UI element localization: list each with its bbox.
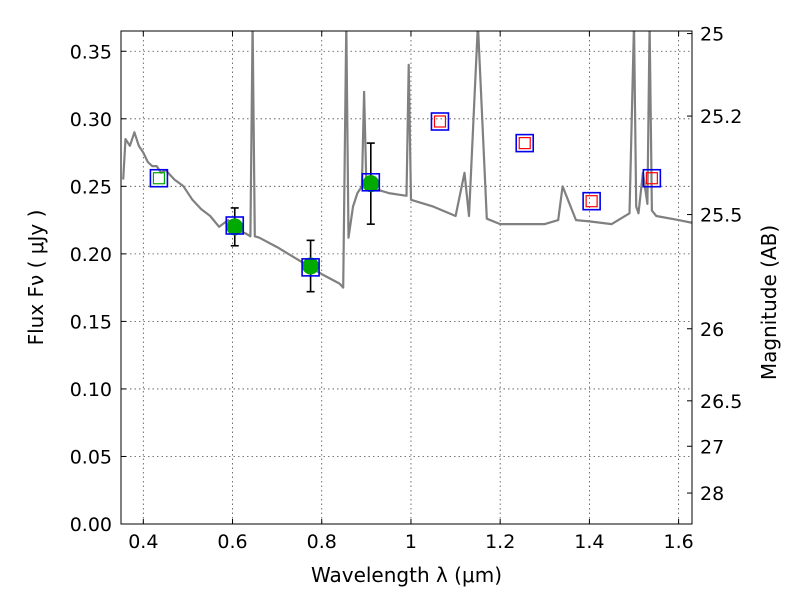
model-point-box [515,133,535,153]
plot-frame [120,30,693,525]
y2-tick-label: 25.5 [700,205,742,227]
y-tick-label: 0.00 [70,514,112,536]
model-point-box [225,216,245,235]
model-point-box [430,112,450,131]
y-tick-label: 0.05 [70,446,112,468]
upper-limit-marker [645,172,658,185]
model-point-box [582,191,601,211]
y-axis-label: Flux Fν ( μJy ) [24,210,48,346]
x-tick-label: 1.4 [574,531,604,553]
x-tick-label: 0.8 [307,531,337,553]
model-point-box [642,168,662,188]
model-point-box [301,258,320,277]
model-point-box [149,168,169,188]
y-tick-label: 0.15 [70,311,112,333]
y2-tick-label: 26 [700,319,724,341]
x-tick-label: 1.6 [664,531,694,553]
axis-ticks: 0.4 0.6 0.8 1 1.2 1.4 1.6 0.00 0.05 0.10 0.15 0.20 0… [70,24,743,553]
y-tick-label: 0.10 [70,379,112,401]
upper-limit-marker [518,137,531,150]
detection-point [302,257,320,275]
y-tick-label: 0.20 [70,244,112,266]
x-tick-label: 0.4 [128,531,158,553]
upper-limit-marker [152,172,166,185]
y-tick-label: 0.25 [70,176,112,198]
y2-axis-label: Magnitude (AB) [757,225,781,380]
detection-point [226,218,244,236]
x-tick-label: 1.2 [485,531,515,553]
detection-point [362,175,380,193]
sed-model-layer [122,31,692,289]
upper-limit-marker [585,195,598,208]
sed-model-line [122,31,692,289]
x-tick-label: 1 [405,531,417,553]
model-point-box [361,172,381,192]
data-points-layer [149,112,662,293]
x-axis-label: Wavelength λ (μm) [311,563,502,587]
grid [121,31,692,525]
upper-limit-marker [433,115,447,128]
x-tick-label: 0.6 [217,531,247,553]
y-tick-label: 0.35 [70,41,112,63]
y2-tick-label: 27 [700,436,724,458]
y2-tick-label: 28 [700,483,724,505]
y2-tick-label: 25 [700,24,724,46]
y2-tick-label: 26.5 [700,391,742,413]
y2-tick-label: 25.2 [700,106,742,128]
y-tick-label: 0.30 [70,109,112,131]
